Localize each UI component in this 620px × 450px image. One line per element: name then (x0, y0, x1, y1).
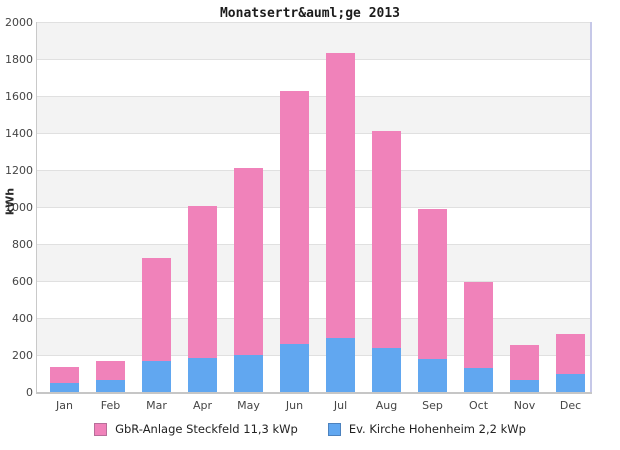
x-tick-label: Nov (513, 399, 536, 412)
bar-segment-pink (372, 131, 401, 348)
bar-segment-blue (280, 343, 309, 392)
bar-segment-pink (188, 206, 217, 358)
y-axis-line (36, 22, 37, 393)
legend-label: GbR-Anlage Steckfeld 11,3 kWp (115, 422, 298, 436)
bar-segment-blue (50, 382, 79, 392)
x-tick-label: Jun (285, 399, 304, 412)
y-tick-label: 1200 (5, 163, 33, 177)
y-tick-label: 400 (12, 311, 33, 325)
stacked-bar-nov (510, 344, 539, 392)
y-tick-label: 800 (12, 237, 33, 251)
bar-segment-blue (372, 347, 401, 392)
bar-segment-pink (556, 333, 585, 375)
bar-segment-pink (280, 91, 309, 344)
y-tick-label: 2000 (5, 15, 33, 29)
x-tick-label: Oct (468, 399, 489, 412)
bar-segment-pink (96, 360, 125, 380)
y-tick-label: 1600 (5, 89, 33, 103)
y-tick-label: 1400 (5, 126, 33, 140)
bar-segment-blue (96, 379, 125, 392)
y-tick-label: 0 (26, 385, 33, 399)
bar-segment-blue (142, 361, 171, 392)
stacked-bar-feb (96, 360, 125, 392)
bar-segment-pink (234, 168, 263, 355)
x-tick-label: Feb (100, 399, 121, 412)
bar-segment-pink (50, 367, 79, 383)
legend: GbR-Anlage Steckfeld 11,3 kWp Ev. Kirche … (0, 422, 620, 436)
y-tick-label: 200 (12, 348, 33, 362)
x-tick-label: Sep (422, 399, 443, 412)
legend-swatch-icon (327, 422, 341, 436)
x-tick-label: Mar (146, 399, 167, 412)
bar-segment-blue (188, 357, 217, 392)
bar-segment-blue (234, 355, 263, 392)
x-tick-label: Dec (559, 399, 582, 412)
stacked-bar-sep (418, 208, 447, 392)
stacked-bar-jun (280, 91, 309, 392)
stacked-bar-dec (556, 333, 585, 392)
bar-segment-pink (464, 281, 493, 368)
x-tick-label: Apr (192, 399, 213, 412)
stacked-bar-oct (464, 281, 493, 392)
y-tick-label: 1800 (5, 52, 33, 66)
y-tick-label: 600 (12, 274, 33, 288)
stacked-bar-mar (142, 257, 171, 392)
legend-item: GbR-Anlage Steckfeld 11,3 kWp (94, 422, 298, 436)
right-border-line (590, 22, 592, 393)
plot-area (37, 22, 590, 392)
x-tick-label: Jul (333, 399, 348, 412)
bar-segment-pink (326, 52, 355, 339)
y-axis-label: kWh (3, 187, 17, 216)
stacked-bar-aug (372, 131, 401, 392)
x-tick-label: Jan (56, 399, 73, 412)
bar-segment-blue (326, 338, 355, 392)
stacked-bar-jul (326, 52, 355, 392)
stacked-bar-may (234, 168, 263, 392)
bar-segment-blue (418, 358, 447, 392)
bar-segment-pink (510, 344, 539, 380)
x-tick-label: May (237, 399, 260, 412)
bar-segment-blue (464, 367, 493, 392)
x-axis-line (36, 392, 592, 394)
bar-segment-pink (142, 257, 171, 362)
legend-item: Ev. Kirche Hohenheim 2,2 kWp (327, 422, 526, 436)
bar-segment-pink (418, 208, 447, 359)
stacked-bar-jan (50, 367, 79, 392)
x-tick-label: Aug (375, 399, 398, 412)
chart-title: Monatsertr&auml;ge 2013 (219, 6, 400, 21)
bar-segment-blue (556, 374, 585, 392)
stacked-bar-apr (188, 206, 217, 392)
y-tick-label: 1000 (5, 200, 33, 214)
bar-segment-blue (510, 379, 539, 392)
legend-label: Ev. Kirche Hohenheim 2,2 kWp (348, 422, 526, 436)
legend-swatch-icon (94, 422, 108, 436)
